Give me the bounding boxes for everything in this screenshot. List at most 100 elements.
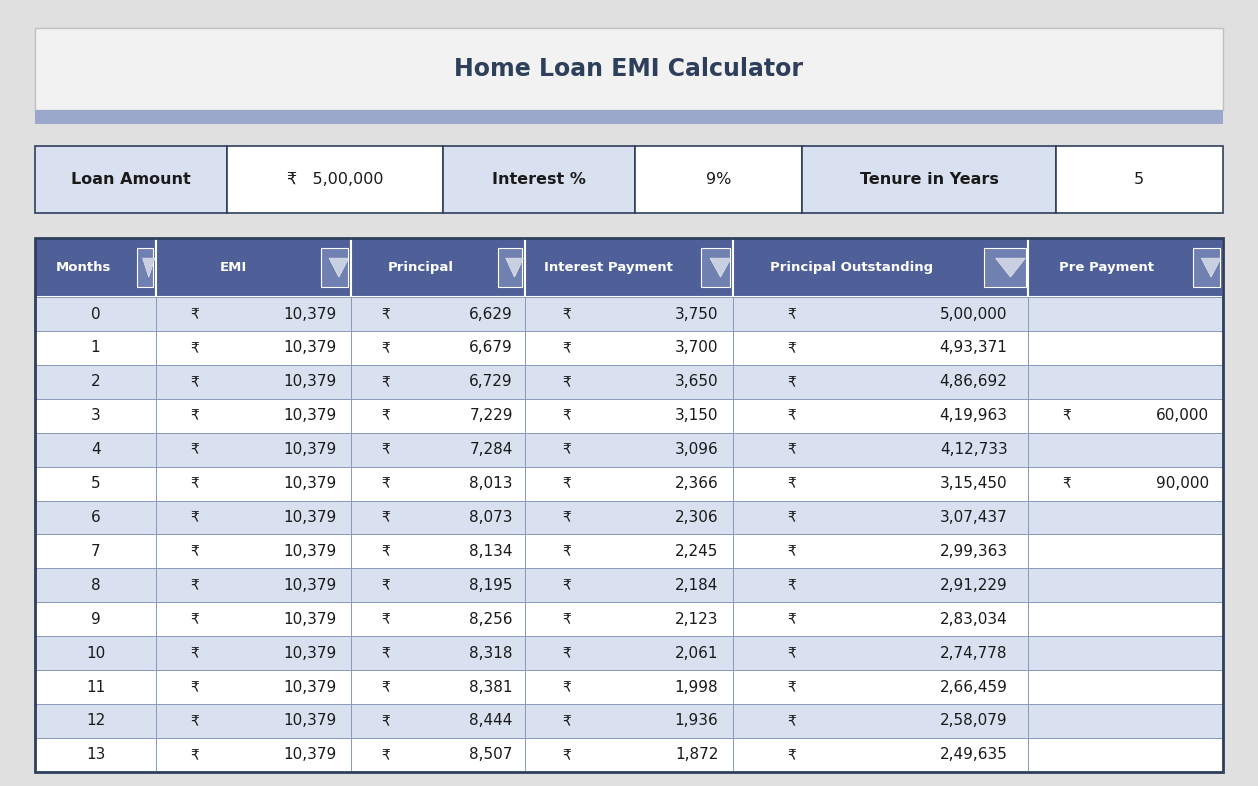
- FancyBboxPatch shape: [35, 704, 156, 738]
- Text: 3,15,450: 3,15,450: [940, 476, 1008, 491]
- FancyBboxPatch shape: [1028, 238, 1223, 297]
- Text: ₹: ₹: [190, 646, 199, 660]
- FancyBboxPatch shape: [733, 602, 1028, 636]
- FancyBboxPatch shape: [1055, 146, 1223, 213]
- FancyBboxPatch shape: [733, 636, 1028, 670]
- Text: 1,872: 1,872: [676, 747, 718, 762]
- Text: 8,507: 8,507: [469, 747, 513, 762]
- Text: ₹: ₹: [562, 307, 571, 321]
- FancyBboxPatch shape: [35, 467, 156, 501]
- Text: 1: 1: [91, 340, 101, 355]
- Text: 10,379: 10,379: [284, 578, 337, 593]
- Text: ₹: ₹: [562, 680, 571, 694]
- Text: ₹: ₹: [562, 375, 571, 389]
- Text: 60,000: 60,000: [1156, 408, 1209, 424]
- Polygon shape: [1201, 258, 1220, 277]
- Text: 6,629: 6,629: [469, 307, 513, 321]
- FancyBboxPatch shape: [35, 670, 156, 704]
- Text: Principal: Principal: [387, 261, 453, 274]
- Text: 10,379: 10,379: [284, 408, 337, 424]
- Text: Pre Payment: Pre Payment: [1058, 261, 1154, 274]
- FancyBboxPatch shape: [498, 248, 522, 287]
- Polygon shape: [996, 258, 1025, 277]
- Text: ₹: ₹: [190, 307, 199, 321]
- FancyBboxPatch shape: [525, 297, 733, 331]
- Text: ₹: ₹: [788, 511, 796, 524]
- FancyBboxPatch shape: [525, 636, 733, 670]
- Text: 7: 7: [91, 544, 101, 559]
- Text: ₹: ₹: [190, 476, 199, 490]
- Polygon shape: [710, 258, 731, 277]
- Text: 10,379: 10,379: [284, 374, 337, 389]
- Text: 3,096: 3,096: [674, 443, 718, 457]
- Text: 12: 12: [86, 714, 106, 729]
- Text: 3,650: 3,650: [674, 374, 718, 389]
- Text: ₹: ₹: [190, 714, 199, 728]
- Text: 10,379: 10,379: [284, 612, 337, 626]
- Text: ₹: ₹: [190, 409, 199, 423]
- Text: 2,184: 2,184: [676, 578, 718, 593]
- FancyBboxPatch shape: [156, 331, 351, 365]
- FancyBboxPatch shape: [525, 704, 733, 738]
- Text: Home Loan EMI Calculator: Home Loan EMI Calculator: [454, 57, 804, 81]
- Text: ₹: ₹: [562, 612, 571, 626]
- FancyBboxPatch shape: [1193, 248, 1220, 287]
- FancyBboxPatch shape: [35, 433, 156, 467]
- Polygon shape: [506, 258, 523, 277]
- FancyBboxPatch shape: [35, 28, 1223, 110]
- Text: 10,379: 10,379: [284, 476, 337, 491]
- FancyBboxPatch shape: [351, 602, 525, 636]
- FancyBboxPatch shape: [1028, 738, 1223, 772]
- Polygon shape: [142, 258, 155, 277]
- Polygon shape: [710, 258, 731, 277]
- FancyBboxPatch shape: [351, 501, 525, 534]
- Text: ₹: ₹: [562, 646, 571, 660]
- Text: 3: 3: [91, 408, 101, 424]
- FancyBboxPatch shape: [156, 297, 351, 331]
- Text: 7,284: 7,284: [469, 443, 513, 457]
- Text: 9%: 9%: [706, 172, 731, 187]
- Text: ₹: ₹: [562, 578, 571, 593]
- Text: ₹: ₹: [190, 578, 199, 593]
- FancyBboxPatch shape: [525, 534, 733, 568]
- FancyBboxPatch shape: [1028, 501, 1223, 534]
- FancyBboxPatch shape: [1028, 636, 1223, 670]
- Text: 10,379: 10,379: [284, 307, 337, 321]
- Text: ₹: ₹: [788, 612, 796, 626]
- Text: 2,58,079: 2,58,079: [940, 714, 1008, 729]
- FancyBboxPatch shape: [525, 399, 733, 433]
- FancyBboxPatch shape: [1028, 399, 1223, 433]
- FancyBboxPatch shape: [156, 238, 351, 297]
- Polygon shape: [330, 258, 348, 277]
- Text: 3,750: 3,750: [676, 307, 718, 321]
- Text: ₹: ₹: [381, 476, 390, 490]
- Text: 8,013: 8,013: [469, 476, 513, 491]
- Polygon shape: [330, 258, 348, 277]
- FancyBboxPatch shape: [351, 467, 525, 501]
- FancyBboxPatch shape: [35, 146, 226, 213]
- FancyBboxPatch shape: [156, 365, 351, 399]
- FancyBboxPatch shape: [733, 467, 1028, 501]
- FancyBboxPatch shape: [1028, 602, 1223, 636]
- FancyBboxPatch shape: [156, 534, 351, 568]
- FancyBboxPatch shape: [733, 433, 1028, 467]
- Text: ₹: ₹: [381, 612, 390, 626]
- Text: 10,379: 10,379: [284, 544, 337, 559]
- FancyBboxPatch shape: [351, 433, 525, 467]
- Polygon shape: [142, 258, 155, 277]
- FancyBboxPatch shape: [733, 399, 1028, 433]
- FancyBboxPatch shape: [351, 704, 525, 738]
- FancyBboxPatch shape: [733, 238, 1028, 297]
- Text: ₹: ₹: [381, 646, 390, 660]
- FancyBboxPatch shape: [156, 704, 351, 738]
- Text: 10,379: 10,379: [284, 714, 337, 729]
- Text: 8,444: 8,444: [469, 714, 513, 729]
- FancyBboxPatch shape: [156, 467, 351, 501]
- Text: 11: 11: [86, 680, 106, 695]
- FancyBboxPatch shape: [351, 365, 525, 399]
- FancyBboxPatch shape: [733, 670, 1028, 704]
- Text: ₹: ₹: [190, 748, 199, 762]
- FancyBboxPatch shape: [156, 602, 351, 636]
- Text: 2,74,778: 2,74,778: [940, 645, 1008, 661]
- Text: 8,195: 8,195: [469, 578, 513, 593]
